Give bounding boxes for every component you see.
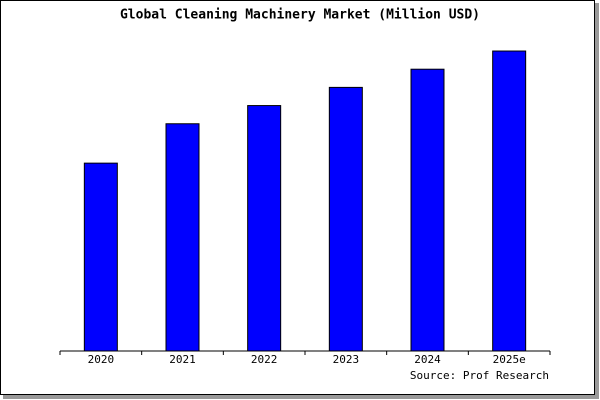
bar bbox=[328, 86, 363, 352]
x-tick-label: 2020 bbox=[88, 353, 115, 366]
chart-title: Global Cleaning Machinery Market (Millio… bbox=[120, 8, 480, 23]
x-tick-label: 2025e bbox=[493, 353, 526, 366]
bar bbox=[410, 68, 445, 352]
bar bbox=[492, 50, 527, 352]
plot-area bbox=[60, 48, 550, 351]
bar bbox=[165, 123, 200, 352]
x-tick-label: 2023 bbox=[333, 353, 360, 366]
x-tick-label: 2021 bbox=[169, 353, 196, 366]
bar bbox=[247, 105, 282, 352]
source-note: Source: Prof Research bbox=[410, 369, 549, 382]
x-tick-label: 2022 bbox=[251, 353, 278, 366]
bar bbox=[83, 162, 118, 352]
x-tick-label: 2024 bbox=[414, 353, 441, 366]
